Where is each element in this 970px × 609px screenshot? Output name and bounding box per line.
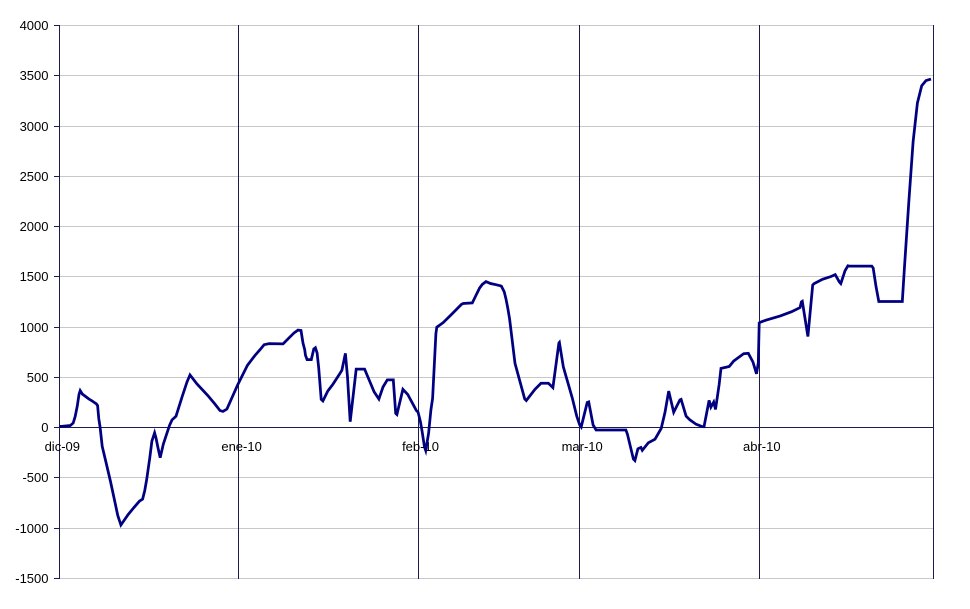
svg-text:500: 500 (27, 370, 49, 385)
svg-text:ene-10: ene-10 (221, 439, 261, 454)
svg-text:4000: 4000 (20, 18, 49, 33)
svg-text:3500: 3500 (20, 68, 49, 83)
svg-text:2500: 2500 (20, 169, 49, 184)
svg-text:mar-10: mar-10 (562, 439, 603, 454)
svg-text:dic-09: dic-09 (45, 439, 80, 454)
svg-text:-500: -500 (22, 470, 48, 485)
svg-text:2000: 2000 (20, 219, 49, 234)
svg-text:feb-10: feb-10 (402, 439, 439, 454)
svg-text:3000: 3000 (20, 119, 49, 134)
svg-text:abr-10: abr-10 (743, 439, 781, 454)
svg-text:0: 0 (41, 420, 48, 435)
svg-text:-1500: -1500 (15, 571, 48, 586)
svg-text:1000: 1000 (20, 320, 49, 335)
svg-text:-1000: -1000 (15, 521, 48, 536)
svg-text:1500: 1500 (20, 269, 49, 284)
